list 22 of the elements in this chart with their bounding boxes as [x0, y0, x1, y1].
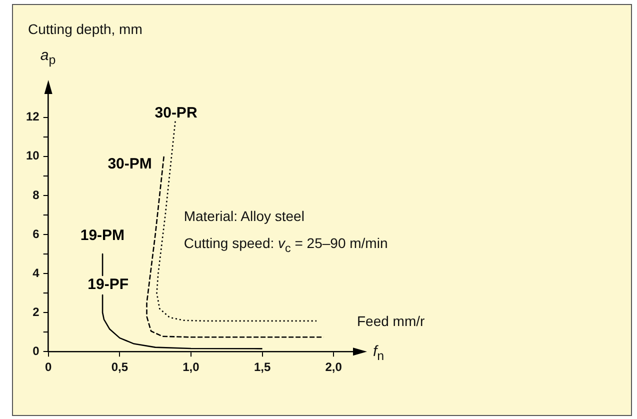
y-tick-label: 0 — [32, 344, 40, 358]
y-tick-label: 2 — [32, 304, 40, 319]
x-tick-label: 2,0 — [325, 360, 342, 374]
x-tick-label: 1,0 — [182, 360, 200, 374]
y-tick-label: 8 — [32, 188, 40, 202]
series-label: 30-PM — [108, 156, 152, 173]
y-tick-label: 4 — [32, 266, 40, 280]
x-tick-label: 1,5 — [254, 360, 271, 374]
annotation: Cutting speed: v$_{c}$ = 25–90 m/min — [184, 235, 388, 256]
y-axis-title: Cutting depth, mm — [28, 21, 142, 37]
x-axis-title: Feed mm/r — [357, 312, 425, 329]
series-label: 19-PF — [88, 276, 129, 294]
x-tick-label: 0 — [45, 360, 52, 374]
annotation: Material: Alloy steel — [184, 208, 304, 224]
y-tick-label: 12 — [26, 110, 40, 124]
x-tick-label: 0,5 — [111, 360, 128, 374]
text: a$_{p}$ — [40, 47, 56, 67]
y-tick-label: 6 — [32, 226, 40, 241]
text: f$_{n}$ — [373, 342, 384, 363]
y-tick-label: 10 — [26, 148, 40, 163]
series-label: 19-PM — [80, 227, 125, 244]
series-label: 30-PR — [154, 104, 198, 122]
